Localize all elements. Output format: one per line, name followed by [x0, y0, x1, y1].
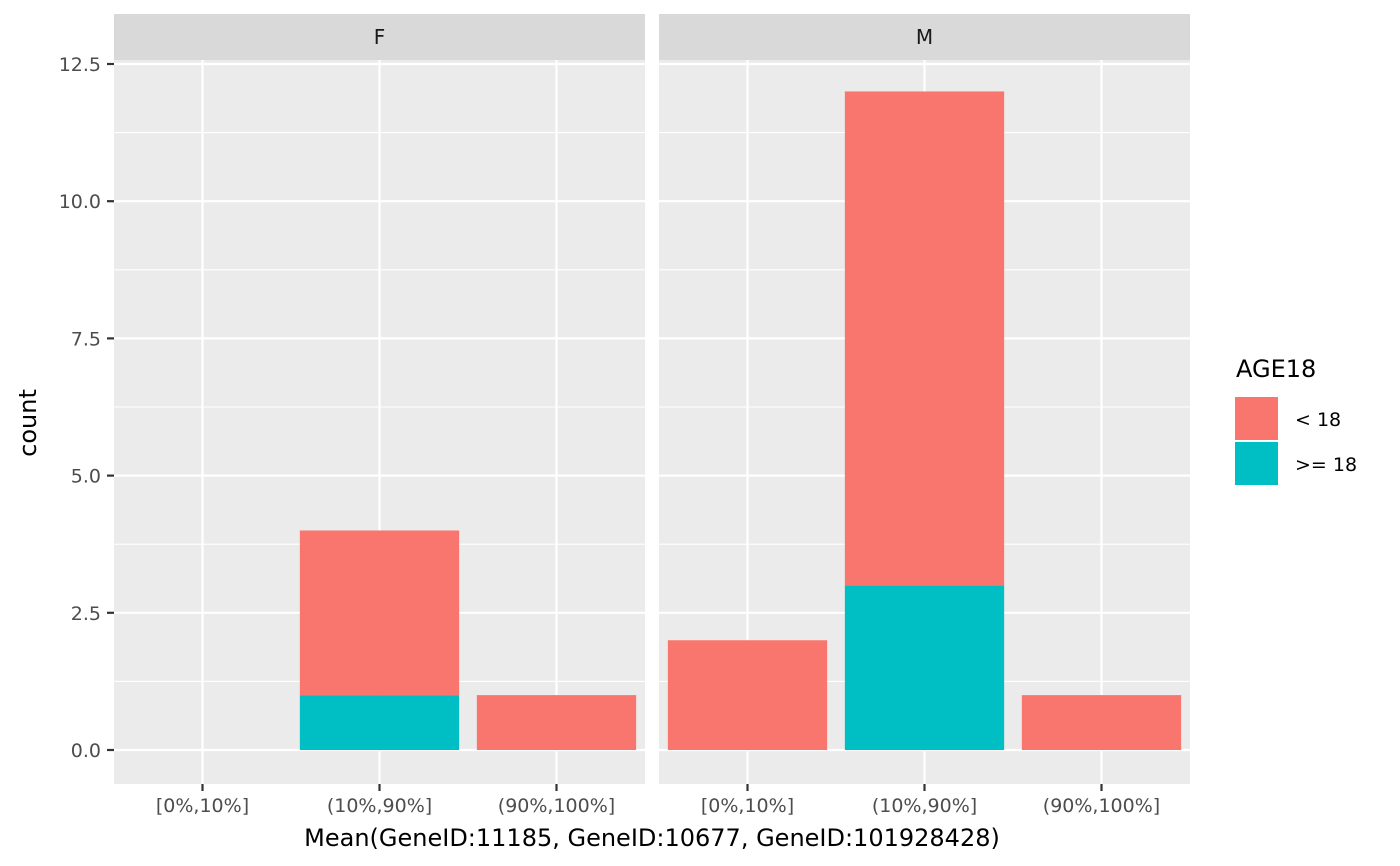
x-axis-f: [0%,10%] (10%,90%] (90%,100%] [156, 784, 615, 817]
bar-m-1-18-plus [844, 585, 1005, 750]
facet-strip-background [659, 14, 1190, 60]
facet-strip-background [114, 14, 645, 60]
legend-label: >= 18 [1295, 454, 1357, 476]
facet-strip-label: F [374, 25, 386, 49]
x-tick-label: (90%,100%] [498, 795, 615, 817]
bar-m-1-under-18 [844, 91, 1005, 586]
legend-key-18-plus [1235, 442, 1278, 485]
bar-f-1-under-18 [299, 530, 460, 696]
legend-key-under-18 [1235, 397, 1278, 440]
x-axes: [0%,10%] (10%,90%] (90%,100%] [0%,10%] (10%,… [156, 784, 1160, 817]
y-tick-label: 5.0 [71, 466, 101, 488]
y-tick-label: 0.0 [71, 740, 101, 762]
bar-f-1-18-plus [299, 695, 460, 750]
facet-strip-label: M [916, 25, 933, 49]
x-tick-label: [0%,10%] [156, 795, 249, 817]
legend: AGE18 < 18 >= 18 [1235, 355, 1357, 485]
legend-label: < 18 [1295, 409, 1341, 431]
x-tick-label: (10%,90%] [872, 795, 977, 817]
facet-panel-f: F [114, 14, 645, 784]
x-tick-label: (90%,100%] [1043, 795, 1160, 817]
legend-title: AGE18 [1236, 355, 1316, 383]
y-tick-label: 2.5 [71, 603, 101, 625]
y-tick-label: 7.5 [71, 328, 101, 350]
bar-m-0-under-18 [667, 640, 828, 750]
y-tick-label: 10.0 [59, 191, 101, 213]
y-tick-label: 12.5 [59, 54, 101, 76]
bar-f-2-under-18 [476, 695, 637, 750]
facet-panel-m: M [659, 14, 1190, 784]
bar-m-2-under-18 [1021, 695, 1182, 750]
x-tick-label: [0%,10%] [701, 795, 794, 817]
x-tick-label: (10%,90%] [327, 795, 432, 817]
x-axis-m: [0%,10%] (10%,90%] (90%,100%] [701, 784, 1160, 817]
x-axis-title: Mean(GeneID:11185, GeneID:10677, GeneID:… [304, 824, 1000, 852]
y-axis: 0.0 2.5 5.0 7.5 10.0 12.5 [59, 54, 114, 762]
y-axis-title: count [14, 389, 42, 457]
